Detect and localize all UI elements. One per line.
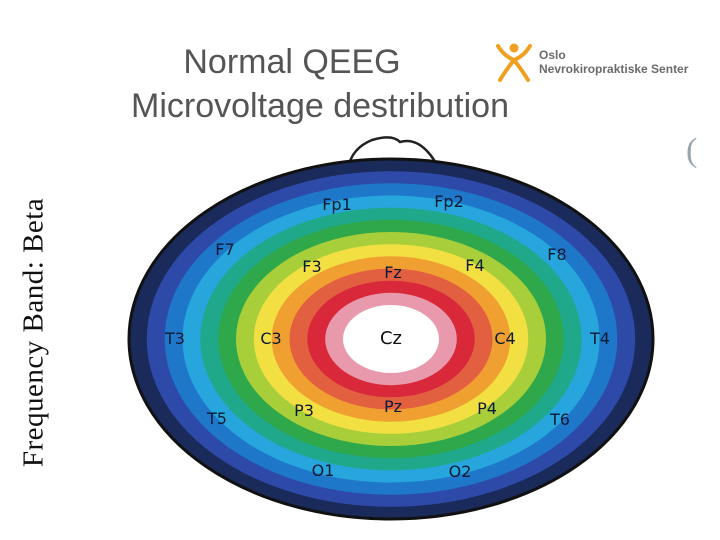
electrode-f4: F4: [465, 256, 484, 275]
stray-parenthesis: (: [686, 132, 698, 169]
clinic-logo: Oslo Nevrokiropraktiske Senter: [494, 40, 694, 84]
electrode-t3: T3: [164, 329, 185, 348]
electrode-c3: C3: [260, 329, 281, 348]
electrode-t6: T6: [549, 410, 570, 429]
electrode-fz: Fz: [384, 263, 402, 282]
person-logo-icon: [496, 43, 532, 82]
electrode-pz: Pz: [384, 397, 402, 416]
electrode-cz: Cz: [380, 328, 402, 349]
electrode-f3: F3: [302, 257, 321, 276]
electrode-p3: P3: [294, 401, 314, 420]
electrode-f7: F7: [215, 240, 234, 259]
electrode-p4: P4: [477, 399, 497, 418]
logo-text-name: Nevrokiropraktiske Senter: [539, 62, 689, 76]
electrode-o2: O2: [449, 462, 472, 481]
title-line-2: Microvoltage destribution: [131, 87, 509, 125]
electrode-f8: F8: [547, 245, 566, 264]
electrode-fp2: Fp2: [434, 192, 464, 211]
electrode-t4: T4: [589, 329, 610, 348]
electrode-fp1: Fp1: [322, 195, 352, 214]
electrode-o1: O1: [312, 461, 335, 480]
title-line-1: Normal QEEG: [183, 43, 401, 81]
voltage-ring-13: [343, 305, 439, 373]
voltage-rings: [127, 157, 655, 521]
logo-text-city: Oslo: [539, 48, 566, 62]
electrode-c4: C4: [494, 329, 515, 348]
electrode-t5: T5: [206, 409, 227, 428]
